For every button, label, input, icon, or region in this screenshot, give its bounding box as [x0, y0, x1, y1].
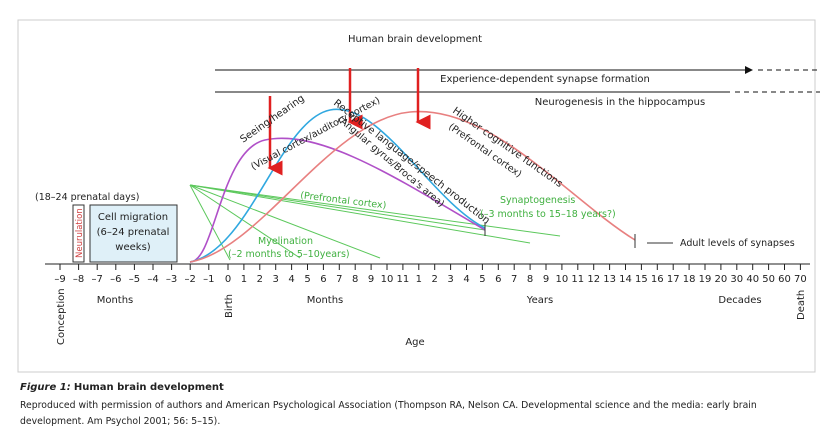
tick-label: 3 [447, 274, 453, 285]
tick-label: 3 [273, 274, 279, 285]
synaptogenesis-label: (–3 months to 15–18 years?) [480, 209, 616, 220]
tick-label: 18 [683, 274, 696, 285]
tick-label: 5 [304, 274, 310, 285]
tick-label: –2 [185, 274, 196, 285]
tick-label: 10 [381, 274, 394, 285]
tick-label: 16 [651, 274, 664, 285]
curve-language [189, 108, 486, 263]
curve-cognitive [189, 110, 636, 263]
neurulation-box [72, 204, 85, 263]
tick-label: 70 [794, 274, 807, 285]
tick-label: 60 [778, 274, 791, 285]
axis-label: Death [796, 290, 807, 320]
axis-label: Years [526, 295, 553, 306]
curve-label: Higher cognitive functions [450, 105, 564, 189]
axis-label: Months [307, 295, 344, 306]
curve-seeing [189, 137, 486, 263]
tick-label: 11 [397, 274, 410, 285]
axis-label: Conception [56, 288, 67, 345]
adult-label: Adult levels of synapses [680, 238, 795, 249]
tick-label: 9 [368, 274, 374, 285]
tick-label: 10 [556, 274, 569, 285]
tick-label: –3 [166, 274, 177, 285]
tick-label: 40 [746, 274, 759, 285]
tick-label: 19 [699, 274, 712, 285]
caption-line: Reproduced with permission of authors an… [20, 400, 757, 411]
tick-label: 15 [635, 274, 648, 285]
cell-migration-label: (6–24 prenatal [97, 227, 170, 238]
tick-label: –8 [73, 274, 84, 285]
tick-label: 2 [432, 274, 438, 285]
myelination-label: (–2 months to 5–10years) [228, 249, 350, 260]
tick-label: 30 [730, 274, 743, 285]
tick-label: 1 [241, 274, 247, 285]
myelination-label: Myelination [258, 236, 313, 247]
caption-title-text: Human brain development [74, 382, 224, 393]
caption-title: Figure 1: Human brain development [20, 382, 224, 393]
tick-label: –1 [203, 274, 214, 285]
tick-label: 12 [587, 274, 600, 285]
tick-label: 50 [762, 274, 775, 285]
red-arrows [267, 68, 431, 176]
tick-label: 2 [257, 274, 263, 285]
tick-label: 9 [543, 274, 549, 285]
tick-label: 14 [619, 274, 632, 285]
frame [17, 19, 816, 373]
tick-label: –9 [54, 274, 65, 285]
band-label: Experience-dependent synapse formation [440, 74, 650, 85]
tick-label: –7 [92, 274, 103, 285]
tick-label: 0 [225, 274, 231, 285]
band-label: Neurogenesis in the hippocampus [535, 97, 705, 108]
tick-label: –6 [110, 274, 121, 285]
cell-migration-label: weeks) [115, 242, 150, 253]
tick-label: 6 [320, 274, 326, 285]
synaptogenesis-label: Synaptogenesis [500, 195, 575, 206]
tick-label: 8 [352, 274, 358, 285]
tick-label: 7 [336, 274, 342, 285]
tick-label: –5 [129, 274, 140, 285]
caption-line: development. Am Psychol 2001; 56: 5–15). [20, 416, 220, 427]
tick-label: 1 [416, 274, 422, 285]
tick-label: 13 [603, 274, 616, 285]
axis-title: Age [405, 337, 424, 348]
title: Human brain development [348, 34, 482, 45]
ticks: –9 –8 –7 –6 –5 –4 –3 –2 –1 0 1 2 3 4 5 6 7 8 9 10 11 1 2 3 4 5 6 7 8… [54, 264, 807, 285]
tick-label: 17 [667, 274, 680, 285]
tick-label: 20 [715, 274, 728, 285]
tick-label: 8 [527, 274, 533, 285]
tick-label: 4 [288, 274, 294, 285]
cell-migration-label: Cell migration [98, 212, 168, 223]
tick-label: –4 [147, 274, 158, 285]
tick-label: 7 [511, 274, 517, 285]
tick-label: 6 [495, 274, 501, 285]
tick-label: 4 [463, 274, 469, 285]
caption-label: Figure 1: [20, 382, 71, 393]
axis-label: Months [97, 295, 134, 306]
neurulation-label: Neurulation [75, 208, 85, 258]
axis-label: Decades [718, 295, 761, 306]
tick-label: 5 [479, 274, 485, 285]
neurulation-time: (18–24 prenatal days) [35, 192, 139, 203]
tick-label: 11 [571, 274, 584, 285]
axis-label: Birth [224, 294, 235, 318]
cell-migration-box [89, 204, 178, 263]
